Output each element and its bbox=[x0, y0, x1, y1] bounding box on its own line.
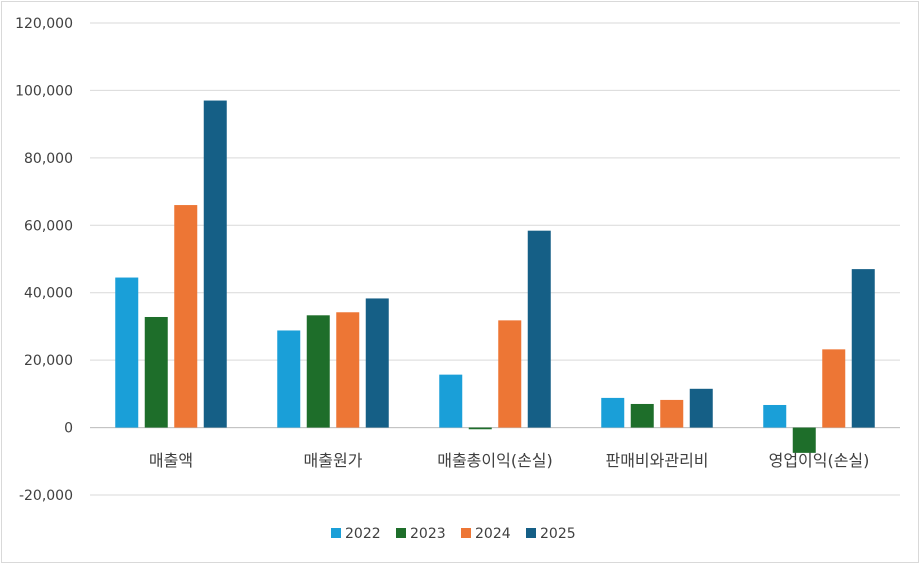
bar-2022-4 bbox=[763, 404, 787, 428]
bar-2024-3 bbox=[660, 399, 684, 428]
y-tick-label: 80,000 bbox=[24, 151, 73, 167]
legend-swatch bbox=[461, 528, 471, 538]
bar-2025-0 bbox=[203, 100, 227, 428]
legend-swatch bbox=[331, 528, 341, 538]
bar-2023-1 bbox=[306, 315, 330, 428]
category-label: 매출원가 bbox=[304, 451, 363, 470]
category-label: 매출총이익(손실) bbox=[437, 451, 553, 470]
bar-2022-1 bbox=[277, 330, 301, 428]
y-tick-label: 120,000 bbox=[15, 16, 73, 32]
bar-2024-4 bbox=[822, 349, 846, 428]
y-tick-label: 60,000 bbox=[24, 218, 73, 234]
bar-2022-0 bbox=[115, 277, 139, 428]
y-tick-label: -20,000 bbox=[19, 488, 73, 504]
y-tick-label: 0 bbox=[64, 421, 73, 437]
bar-2023-3 bbox=[630, 403, 654, 428]
bar-2025-4 bbox=[851, 269, 875, 428]
bar-2023-0 bbox=[144, 316, 168, 428]
y-tick-label: 100,000 bbox=[15, 83, 73, 99]
bar-2025-2 bbox=[527, 230, 551, 428]
bar-2024-0 bbox=[174, 205, 198, 428]
legend: 2022 2023 2024 2025 bbox=[331, 526, 576, 542]
bar-2022-3 bbox=[601, 397, 625, 428]
y-tick-label: 20,000 bbox=[24, 353, 73, 369]
bar-2024-1 bbox=[336, 312, 360, 428]
category-label: 영업이익(손실) bbox=[769, 451, 870, 470]
category-label: 판매비와관리비 bbox=[605, 451, 708, 470]
legend-label: 2024 bbox=[475, 526, 511, 542]
y-tick-label: 40,000 bbox=[24, 286, 73, 302]
bar-2022-2 bbox=[439, 374, 463, 428]
category-label: 매출액 bbox=[149, 451, 193, 470]
bar-2024-2 bbox=[498, 320, 522, 428]
bar-2025-1 bbox=[365, 298, 389, 428]
legend-swatch bbox=[396, 528, 406, 538]
legend-label: 2022 bbox=[345, 526, 381, 542]
x-axis: 매출액 매출원가 매출총이익(손실) 판매비와관리비 영업이익(손실) bbox=[149, 451, 869, 470]
bar-2023-2 bbox=[468, 427, 492, 430]
y-axis: -20,000 0 20,000 40,000 60,000 80,000 100,000 1… bbox=[15, 16, 900, 504]
legend-label: 2023 bbox=[410, 526, 446, 542]
bar-2023-4 bbox=[792, 427, 816, 453]
bars bbox=[115, 100, 875, 453]
bar-2025-3 bbox=[689, 388, 713, 428]
legend-swatch bbox=[526, 528, 536, 538]
legend-label: 2025 bbox=[540, 526, 576, 542]
